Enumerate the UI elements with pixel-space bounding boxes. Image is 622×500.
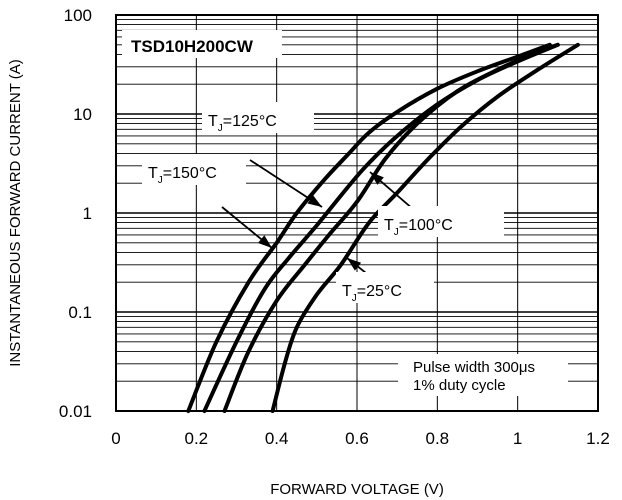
- y-axis-title: INSTANTANEOUS FORWARD CURRENT (A): [7, 59, 24, 367]
- x-tick-label: 0: [111, 429, 120, 448]
- arrow-tj-125: [249, 159, 323, 208]
- plot-area-frame: [115, 14, 599, 412]
- arrow-tj-100-head: [370, 172, 384, 185]
- y-tick-labels: 0.01 0.1 1 10 100: [59, 6, 92, 421]
- series-label-tj-25-box: [336, 272, 434, 303]
- grid: [116, 15, 598, 411]
- series-label-tj-100-box: [378, 206, 504, 237]
- x-axis-title: FORWARD VOLTAGE (V): [270, 481, 444, 498]
- series-tj-100-line: [222, 42, 560, 413]
- x-tick-labels: 0 0.2 0.4 0.6 0.8 1 1.2: [111, 429, 610, 448]
- part-number-label: TSD10H200CW: [131, 37, 254, 56]
- series-label-tj-150: TJ=150°C: [148, 165, 217, 186]
- series-label-tj-100: TJ=100°C: [384, 217, 453, 238]
- series-label-tj-25: TJ=25°C: [342, 283, 402, 304]
- x-tick-label: 1.2: [586, 429, 610, 448]
- arrow-tj-125-head: [307, 195, 322, 207]
- pulse-width-note: Pulse width 300μs: [413, 359, 535, 376]
- x-tick-label: 1: [513, 429, 522, 448]
- y-tick-label: 0.01: [59, 402, 92, 421]
- y-tick-label: 0.1: [68, 303, 92, 322]
- arrow-tj-150-head: [258, 235, 272, 248]
- pulse-note-box: [398, 354, 568, 396]
- x-tick-label: 0.2: [185, 429, 209, 448]
- series-label-tj-125: TJ=125°C: [208, 113, 277, 134]
- series-label-tj-150-box: [142, 154, 246, 185]
- y-tick-label: 1: [83, 204, 92, 223]
- x-tick-label: 0.8: [426, 429, 450, 448]
- x-tick-label: 0.4: [265, 429, 289, 448]
- duty-cycle-note: 1% duty cycle: [413, 377, 506, 394]
- series-label-tj-125-box: [202, 102, 314, 133]
- y-tick-label: 10: [73, 105, 92, 124]
- y-tick-label: 100: [64, 6, 92, 25]
- series-tj-150-line: [186, 42, 552, 413]
- x-tick-label: 0.6: [345, 429, 369, 448]
- part-number-box: [122, 30, 282, 58]
- series-labels: TJ=150°C TJ=125°C TJ=100°C TJ=25°C: [142, 102, 504, 304]
- arrow-tj-25-head: [347, 258, 362, 271]
